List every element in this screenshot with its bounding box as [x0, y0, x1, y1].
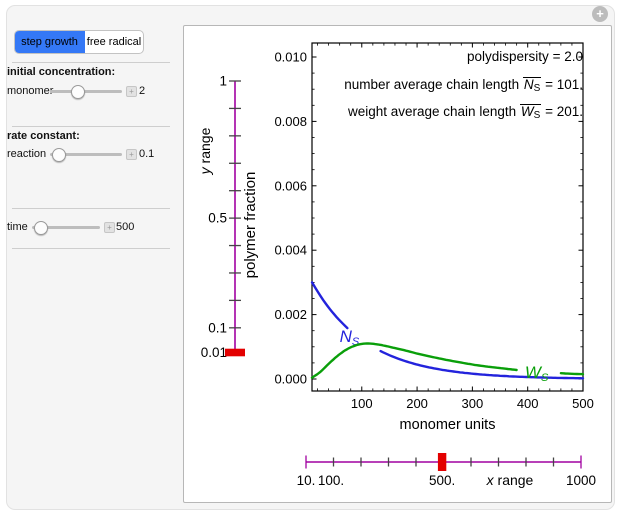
y-axis-label: polymer fraction [242, 172, 259, 279]
svg-text:0.004: 0.004 [274, 243, 307, 258]
series-W [310, 342, 585, 379]
monomer-slider-track[interactable] [50, 85, 122, 99]
svg-text:0.010: 0.010 [274, 50, 307, 65]
N-bar-symbol: NS [522, 76, 542, 94]
x-range-slider[interactable]: 10. 100. 500. 1000 [297, 453, 596, 488]
plus-icon: + [107, 222, 112, 232]
svg-text:200: 200 [406, 396, 428, 411]
x-range-slider-thumb[interactable] [437, 453, 447, 471]
reaction-value[interactable]: 0.1 [139, 148, 155, 160]
y-range-slider-label: y range [197, 127, 213, 175]
divider [12, 248, 170, 249]
y-range-slider[interactable]: 1 0.5 0.1 0.01 [201, 74, 245, 361]
svg-text:0.006: 0.006 [274, 178, 307, 193]
polydispersity-annotation: polydispersity = 2.0 [467, 49, 583, 64]
reaction-stepper-button[interactable]: + [126, 149, 137, 160]
svg-text:0.5: 0.5 [208, 211, 227, 226]
plus-icon: + [129, 86, 134, 96]
mode-free-radical-button[interactable]: free radical [86, 36, 142, 48]
reaction-slider-label: reaction [7, 148, 47, 160]
time-slider-thumb[interactable] [33, 221, 48, 235]
mode-toggle: step growth free radical [14, 30, 144, 54]
plus-icon: + [129, 149, 134, 159]
monomer-slider-thumb[interactable] [71, 85, 86, 99]
svg-text:0.002: 0.002 [274, 307, 307, 322]
svg-text:0.1: 0.1 [208, 320, 227, 335]
divider [12, 126, 170, 127]
divider [12, 208, 170, 209]
monomer-slider-label: monomer [7, 85, 54, 97]
svg-text:0.008: 0.008 [274, 114, 307, 129]
svg-text:400: 400 [517, 396, 539, 411]
time-slider-label: time [7, 221, 28, 233]
initial-concentration-heading: initial concentration: [7, 66, 116, 78]
plot-frame: 100 200 300 400 500 0.000 0.002 0.004 0.006 0.008… [274, 42, 594, 411]
mode-step-growth-button[interactable]: step growth [15, 31, 85, 53]
svg-text:1: 1 [219, 74, 227, 89]
svg-text:500.: 500. [429, 473, 455, 488]
y-range-slider-thumb[interactable] [225, 348, 245, 357]
reaction-slider-thumb[interactable] [52, 148, 67, 162]
svg-text:10.: 10. [297, 473, 316, 488]
time-stepper-button[interactable]: + [104, 222, 115, 233]
svg-text:100: 100 [351, 396, 373, 411]
svg-text:100.: 100. [318, 473, 344, 488]
monomer-value[interactable]: 2 [139, 85, 146, 97]
manipulate-menu-button[interactable]: + [592, 6, 608, 22]
svg-text:0.01: 0.01 [201, 345, 227, 360]
svg-text:300: 300 [462, 396, 484, 411]
W-bar-symbol: WS [519, 104, 542, 121]
weight-average-annotation: weight average chain length WS = 201. [347, 104, 583, 121]
svg-text:0.000: 0.000 [274, 372, 307, 387]
monomer-stepper-button[interactable]: + [126, 86, 137, 97]
plot-canvas: 100 200 300 400 500 0.000 0.002 0.004 0.006 0.008… [197, 42, 596, 488]
curve-label-N: NS [340, 327, 360, 348]
svg-text:500: 500 [572, 396, 594, 411]
plus-icon: + [596, 6, 604, 21]
curve-label-W: WS [525, 363, 549, 384]
plot-annotations: polydispersity = 2.0 number average chai… [263, 43, 583, 126]
divider [12, 62, 170, 63]
series-N [310, 281, 585, 380]
reaction-slider-track[interactable] [50, 148, 122, 162]
x-range-slider-label: x range [486, 472, 534, 488]
time-value[interactable]: 500 [116, 221, 135, 233]
x-axis-label: monomer units [400, 417, 496, 433]
svg-text:1000: 1000 [566, 473, 596, 488]
time-slider-track[interactable] [32, 221, 100, 235]
rate-constant-heading: rate constant: [7, 130, 80, 142]
number-average-annotation: number average chain length NS = 101. [344, 76, 583, 94]
